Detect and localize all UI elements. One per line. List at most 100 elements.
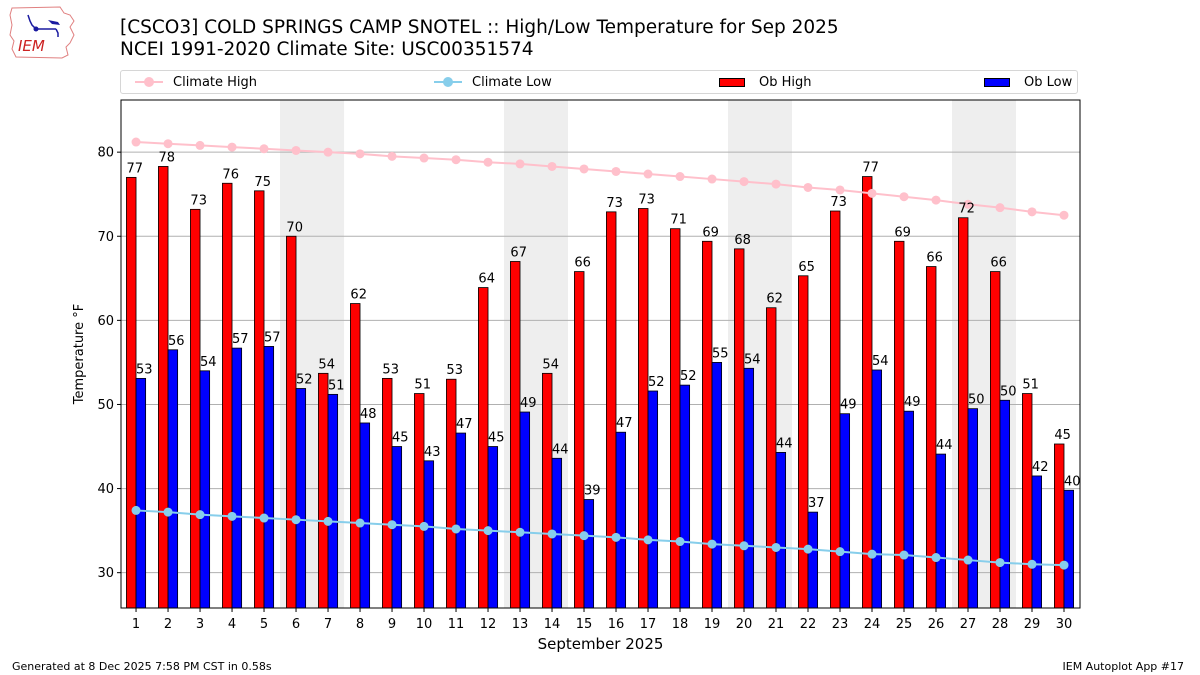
climate-low-point	[259, 513, 269, 523]
ob-high-label: 73	[830, 195, 847, 210]
ob-high-label: 54	[318, 357, 335, 372]
ob-low-label: 54	[744, 352, 761, 367]
ob-low-bar	[967, 408, 979, 609]
legend-label: Climate Low	[472, 74, 552, 90]
ob-low-label: 48	[360, 407, 377, 422]
ob-high-label: 73	[606, 196, 623, 211]
x-tick-label: 2	[164, 617, 172, 632]
ob-low-bar	[519, 411, 531, 609]
legend-label: Ob High	[759, 75, 812, 90]
ob-high-label: 62	[350, 288, 367, 303]
climate-low-point	[163, 507, 173, 517]
climate-low-point	[547, 529, 557, 539]
ob-high-bar	[286, 235, 297, 609]
ob-high-swatch	[719, 78, 745, 87]
climate-high-point	[227, 142, 237, 152]
ob-low-label: 49	[520, 396, 537, 411]
climate-lines	[131, 137, 1069, 570]
climate-high-swatch	[135, 74, 163, 90]
ob-high-bar	[638, 208, 649, 609]
ob-high-bar	[702, 240, 713, 609]
climate-high-point	[291, 145, 301, 155]
ob-low-label: 50	[968, 393, 985, 408]
ob-low-bar	[999, 399, 1011, 609]
ob-high-bar	[862, 176, 873, 609]
ob-low-label: 43	[424, 445, 441, 460]
climate-low-point	[675, 537, 685, 547]
x-axis-label: September 2025	[538, 635, 664, 653]
ob-low-label: 47	[616, 416, 633, 431]
climate-low-point	[803, 544, 813, 554]
climate-low-point	[611, 532, 621, 542]
climate-low-point	[579, 531, 589, 541]
climate-high-point	[259, 144, 269, 154]
x-tick-label: 4	[228, 617, 236, 632]
ob-high-bar	[1054, 443, 1065, 609]
climate-high-point	[899, 192, 909, 202]
ob-low-label: 53	[136, 362, 153, 377]
climate-low-point	[835, 547, 845, 557]
ob-high-bar	[574, 271, 585, 609]
title-line-1: [CSCO3] COLD SPRINGS CAMP SNOTEL :: High…	[120, 17, 839, 38]
climate-high-point	[707, 174, 717, 184]
climate-high-point	[611, 166, 621, 176]
x-tick-label: 29	[1024, 617, 1041, 632]
ob-low-label: 44	[936, 438, 953, 453]
ob-high-label: 73	[638, 192, 655, 207]
ob-high-label: 66	[990, 256, 1007, 271]
ob-low-label: 47	[456, 417, 473, 432]
x-tick-label: 15	[576, 617, 593, 632]
y-tick-label: 70	[97, 230, 114, 245]
ob-low-bar	[263, 346, 275, 609]
ob-high-bar	[222, 182, 233, 609]
climate-high-line	[135, 141, 1065, 217]
legend: Climate High Climate Low Ob High Ob Low	[120, 70, 1078, 94]
ob-low-bar	[327, 393, 339, 609]
ob-low-label: 57	[232, 332, 249, 347]
climate-low-point	[867, 549, 877, 559]
plot-frame	[120, 99, 1081, 609]
ob-low-bar	[359, 422, 371, 609]
climate-high-point	[643, 169, 653, 179]
ob-high-bar	[190, 208, 201, 609]
x-tick-label: 24	[864, 617, 881, 632]
ob-low-bar	[935, 453, 947, 609]
x-tick-label: 1	[132, 617, 140, 632]
ob-high-label: 62	[766, 292, 783, 307]
climate-high-point	[931, 195, 941, 205]
climate-high-point	[483, 157, 493, 167]
x-tick-label: 16	[608, 617, 625, 632]
ob-high-label: 72	[958, 202, 975, 217]
ob-high-bar	[670, 228, 681, 609]
y-tick-label: 40	[97, 482, 114, 497]
ob-low-bar	[231, 347, 243, 609]
ob-low-label: 40	[1064, 474, 1081, 489]
ob-high-bar	[478, 287, 489, 609]
ob-high-label: 67	[510, 245, 527, 260]
climate-high-point	[835, 185, 845, 195]
legend-climate-high: Climate High	[135, 74, 257, 90]
x-tick-label: 12	[480, 617, 497, 632]
bars	[126, 166, 1075, 609]
ob-low-label: 49	[904, 395, 921, 410]
ob-low-label: 39	[584, 484, 601, 499]
ob-low-label: 44	[776, 436, 793, 451]
climate-high-point	[963, 199, 973, 209]
x-tick-label: 23	[832, 617, 849, 632]
climate-low-point	[323, 516, 333, 526]
ob-high-label: 69	[894, 225, 911, 240]
climate-low-point	[963, 555, 973, 565]
climate-low-point	[355, 518, 365, 528]
climate-low-point	[451, 524, 461, 534]
climate-high-point	[803, 182, 813, 192]
ob-low-label: 49	[840, 398, 857, 413]
x-tick-label: 21	[768, 617, 785, 632]
ob-low-label: 52	[648, 375, 665, 390]
ob-high-label: 54	[542, 357, 559, 372]
climate-low-point	[387, 520, 397, 530]
ob-high-bar	[126, 176, 137, 609]
ob-high-label: 75	[254, 175, 271, 190]
ob-high-bar	[734, 248, 745, 609]
